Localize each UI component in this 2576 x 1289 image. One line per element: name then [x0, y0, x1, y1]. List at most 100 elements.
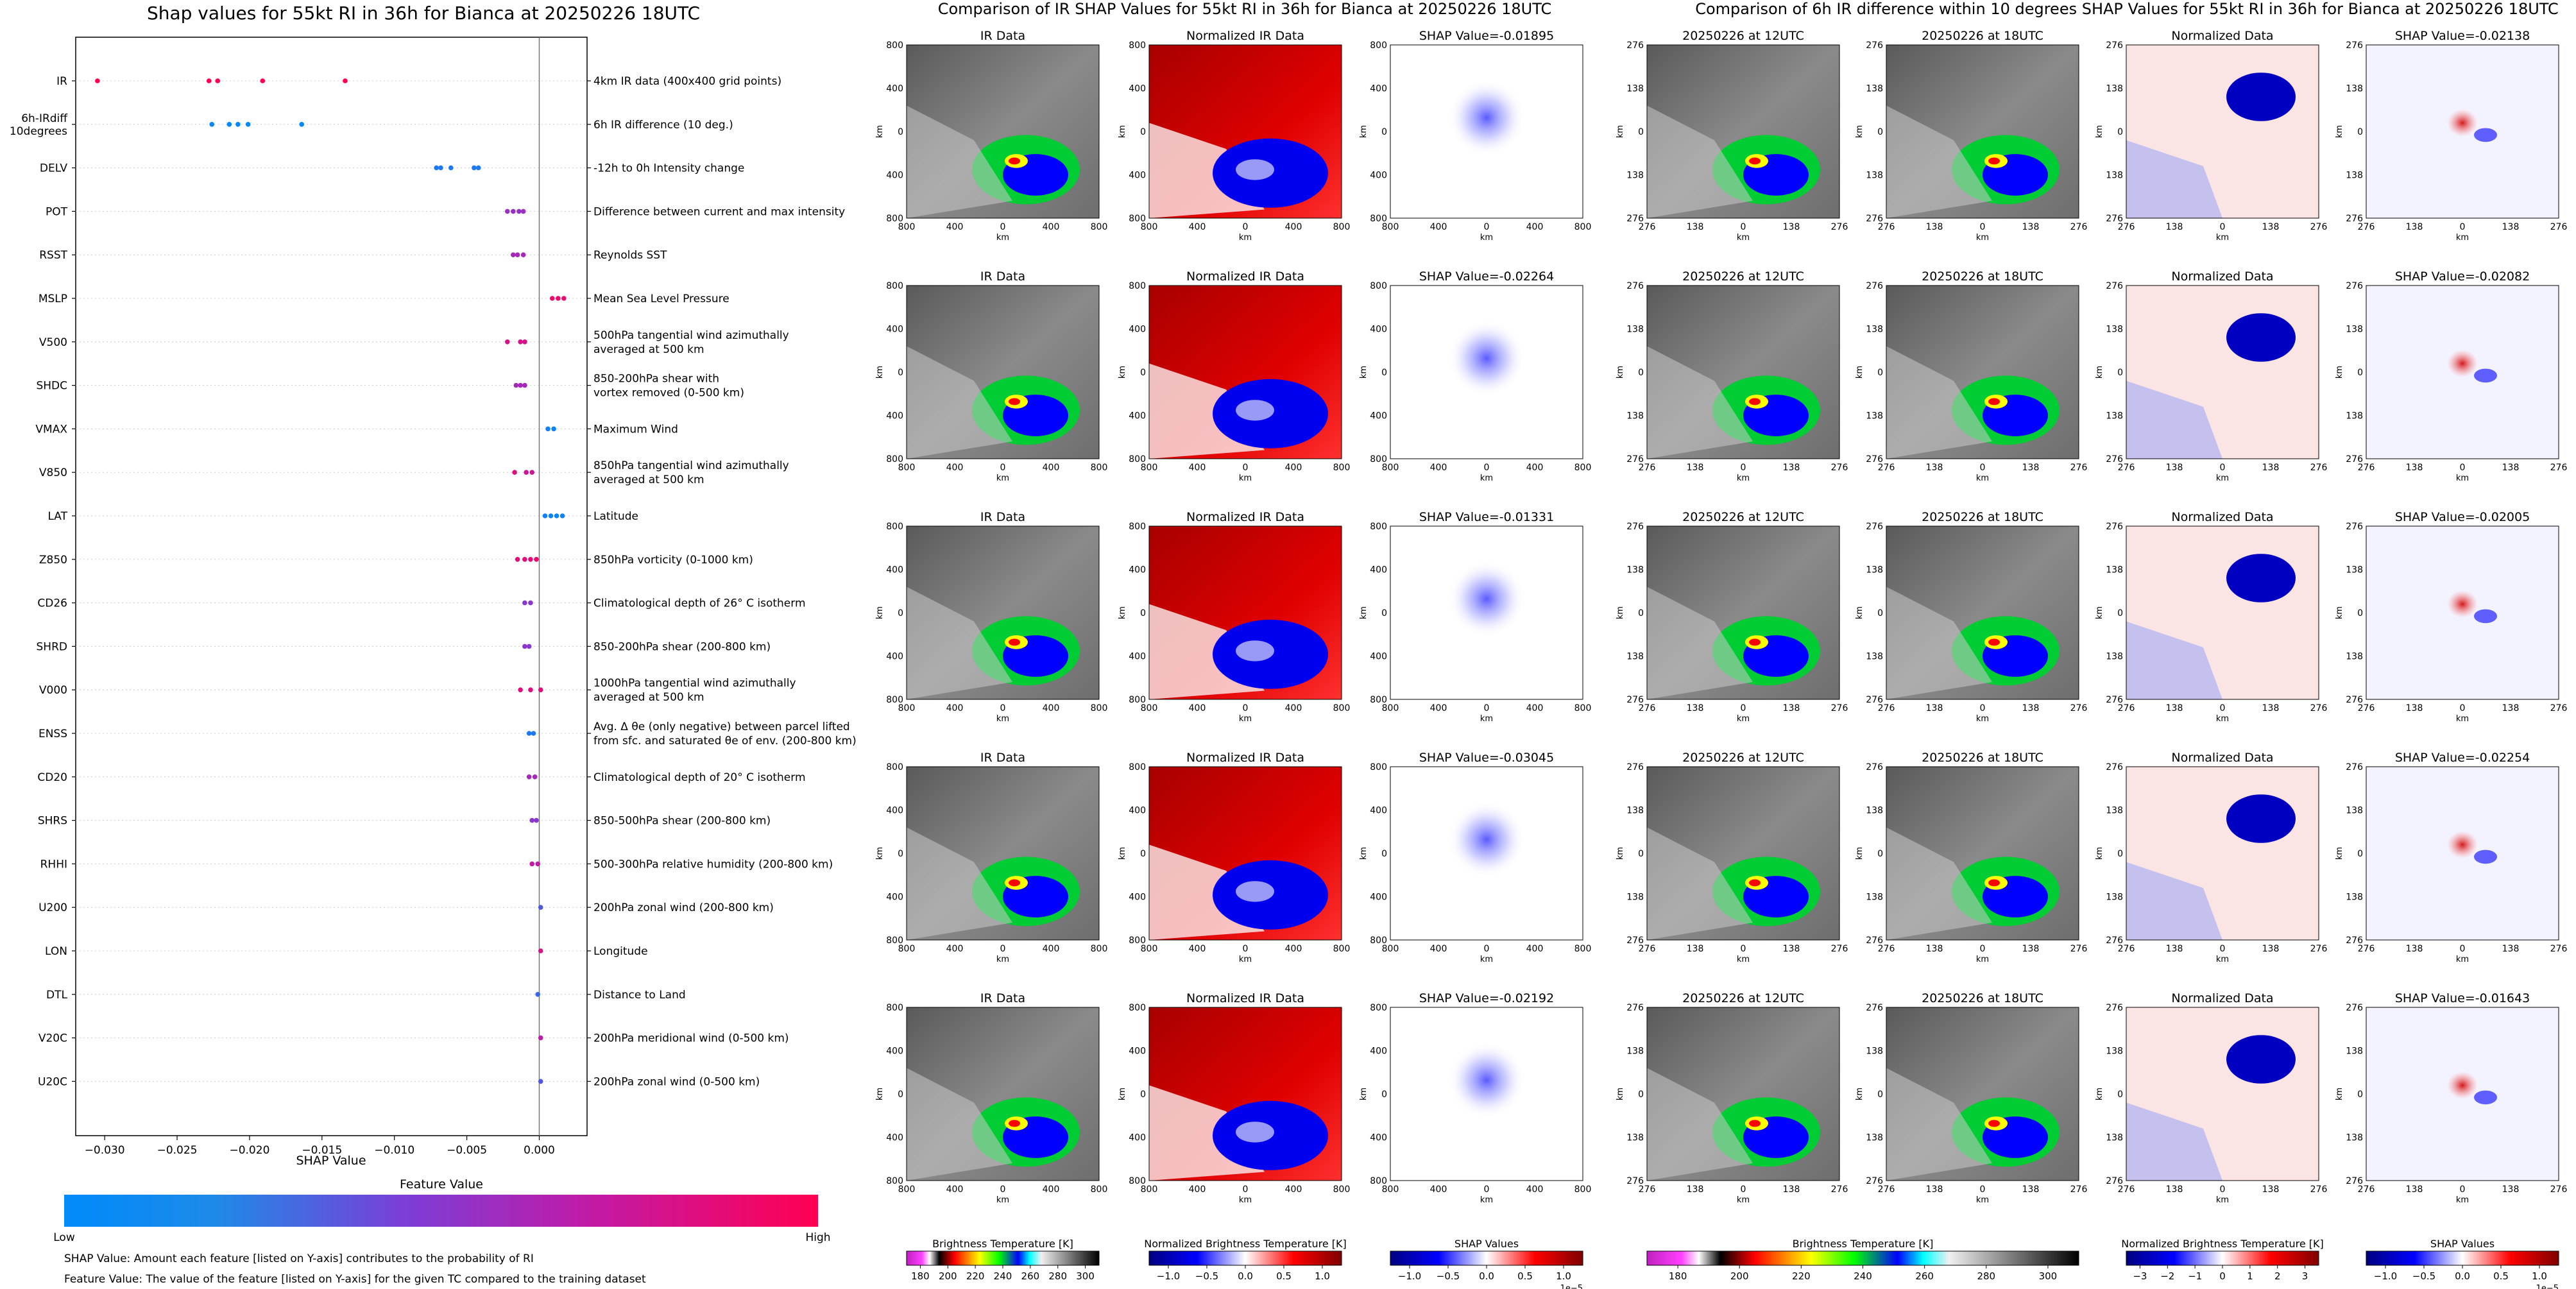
- x-tick-label: 138: [1926, 703, 1943, 713]
- y-tick-label: 0: [2357, 608, 2363, 619]
- shap-point: [226, 122, 232, 127]
- shap-value-title: SHAP Value=-0.02138: [2395, 29, 2530, 43]
- y-tick-label: 138: [2346, 1133, 2363, 1143]
- x-tick-label: 276: [2070, 463, 2088, 473]
- shap-blob: [1448, 320, 1525, 397]
- shap-values-colorbar-label: SHAP Values: [1454, 1238, 1519, 1250]
- y-tick-label: 276: [1866, 522, 1883, 532]
- normalized-bt-colorbar-label: Normalized Brightness Temperature [K]: [1144, 1238, 1347, 1250]
- y-tick-label: 800: [1129, 454, 1146, 465]
- y-tick-label: 276: [1866, 935, 1883, 946]
- y-tick-label: 400: [1129, 325, 1146, 335]
- x-tick-label: 0: [2220, 944, 2226, 954]
- y-tick-label: 276: [1626, 1003, 1644, 1013]
- y-tick-label: 138: [2346, 411, 2363, 422]
- x-tick-label: 400: [946, 944, 964, 954]
- shap-point: [522, 600, 527, 606]
- x-tick-label: 138: [2022, 703, 2040, 713]
- y-tick-label: 0: [2357, 368, 2363, 378]
- ir-data-title: IR Data: [980, 269, 1025, 284]
- x-tick-label: 800: [1574, 463, 1592, 473]
- feature-description-label: 1000hPa tangential wind azimuthally: [593, 677, 796, 690]
- panel-frame: [1646, 766, 1840, 941]
- shap-point: [548, 513, 554, 518]
- y-tick-label: 276: [2346, 214, 2363, 224]
- colorbar-tick-label: −3: [2133, 1270, 2147, 1282]
- shap-values-colorbar: [1390, 1251, 1583, 1266]
- colorbar-tick-label: 200: [939, 1270, 957, 1282]
- x-tick-label: 400: [1043, 463, 1060, 473]
- x-tick-label: 276: [2358, 944, 2375, 954]
- y-tick-label: 800: [1370, 454, 1387, 465]
- x-tick-label: 400: [1430, 1184, 1447, 1195]
- y-tick-label: 138: [2106, 1046, 2123, 1057]
- panel-frame: [2126, 285, 2319, 459]
- shap-point: [522, 557, 527, 562]
- colorbar-tick-label: −1: [2188, 1270, 2202, 1282]
- cloud-feature: [1647, 105, 1753, 218]
- x-tick-label: 0: [1980, 463, 1986, 473]
- y-tick-label: 800: [886, 1003, 903, 1013]
- x-tick-label: 0: [2460, 463, 2466, 473]
- y-tick-label: 276: [1626, 281, 1644, 291]
- y-tick-label: 276: [1866, 281, 1883, 291]
- shap-point: [551, 426, 556, 432]
- y-tick-label: 138: [1626, 892, 1644, 903]
- feature-description-label: 850hPa vorticity (0-1000 km): [593, 554, 753, 567]
- y-tick-label: 400: [1370, 84, 1387, 94]
- ir-18utc-title: 20250226 at 18UTC: [1922, 510, 2043, 524]
- feature-description-label: Reynolds SST: [593, 249, 667, 262]
- shap-value-title: SHAP Value=-0.02192: [1419, 991, 1554, 1005]
- x-axis-label: km: [1976, 233, 1989, 243]
- shap-point: [260, 78, 266, 83]
- y-tick-label: 0: [2117, 1089, 2123, 1100]
- x-axis-label: km: [996, 955, 1009, 964]
- colorbar-low-label: Low: [53, 1231, 75, 1244]
- x-tick-label: 800: [1333, 703, 1351, 713]
- y-tick-label: 0: [1638, 849, 1644, 859]
- x-tick-label: 276: [2550, 222, 2568, 232]
- x-tick-label: 0: [1484, 703, 1490, 713]
- ir-12utc-title: 20250226 at 12UTC: [1682, 29, 1804, 43]
- y-tick-label: 276: [2106, 935, 2123, 946]
- y-tick-label: 0: [2117, 608, 2123, 619]
- colorbar-tick-label: 0.5: [1517, 1270, 1533, 1282]
- cloud-feature: [2226, 73, 2296, 121]
- y-tick-label: 800: [886, 522, 903, 532]
- y-tick-label: 800: [1370, 214, 1387, 224]
- shap-values-colorbar-label: SHAP Values: [2430, 1238, 2495, 1250]
- y-tick-label: 138: [2106, 565, 2123, 576]
- y-axis-label: km: [1118, 366, 1127, 379]
- cloud-feature: [907, 827, 1012, 940]
- shap-point: [512, 470, 517, 475]
- feature-name-label: V20C: [38, 1032, 67, 1045]
- x-tick-label: 0: [1484, 222, 1490, 232]
- y-tick-label: 400: [1129, 84, 1146, 94]
- y-tick-label: 800: [1129, 281, 1146, 291]
- shap-point: [522, 382, 527, 388]
- colorbar-tick-label: −2: [2160, 1270, 2174, 1282]
- y-tick-label: 400: [886, 84, 903, 94]
- y-tick-label: 138: [1866, 171, 1883, 181]
- x-tick-label: 0: [1243, 703, 1249, 713]
- cloud-feature: [1988, 879, 2000, 887]
- x-tick-label: 800: [1141, 944, 1158, 954]
- y-axis-label: km: [875, 847, 885, 860]
- x-axis-label: km: [1976, 1195, 1989, 1205]
- x-tick-label: −0.010: [374, 1144, 414, 1157]
- y-axis-label: km: [2335, 606, 2344, 619]
- x-tick-label: 0: [2460, 944, 2466, 954]
- y-axis-label: km: [1855, 606, 1864, 619]
- feature-description-label: Avg. Δ θe (only negative) between parcel…: [593, 721, 850, 733]
- y-tick-label: 276: [1626, 1176, 1644, 1186]
- x-tick-label: 400: [1430, 222, 1447, 232]
- x-tick-label: 0.000: [524, 1144, 555, 1157]
- x-axis-label: km: [1737, 955, 1750, 964]
- shap-point: [531, 731, 536, 736]
- x-axis-label: km: [1737, 1195, 1750, 1205]
- x-axis-label: km: [1239, 1195, 1252, 1205]
- shap-point: [534, 817, 539, 823]
- x-tick-label: 800: [1382, 1184, 1399, 1195]
- x-tick-label: 276: [1831, 703, 1848, 713]
- y-axis-label: km: [2095, 847, 2104, 860]
